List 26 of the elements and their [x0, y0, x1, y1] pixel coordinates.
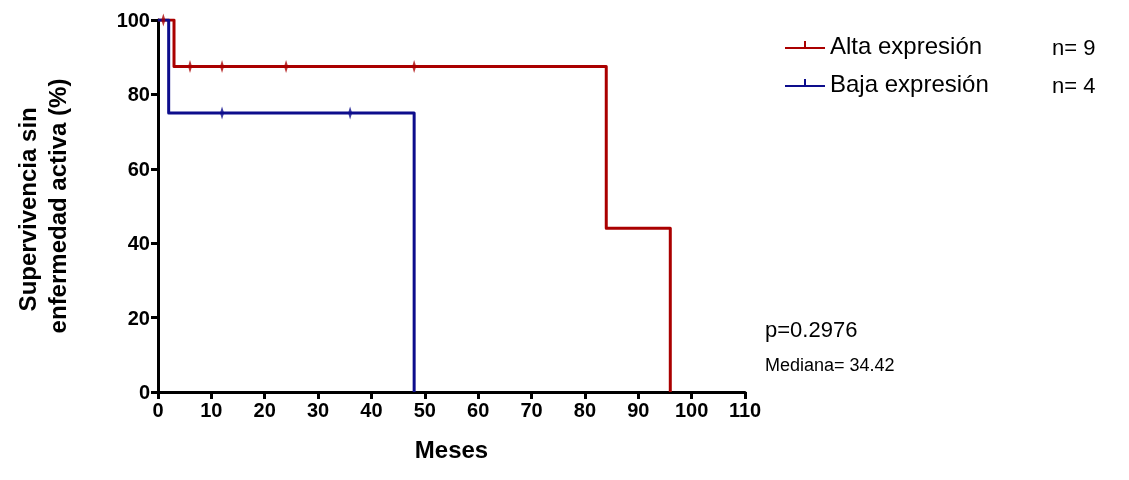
x-tick-label: 30	[306, 399, 330, 421]
x-tick-label: 60	[467, 399, 490, 421]
text: Mediana= 34.42	[765, 355, 895, 375]
text: n= 9	[1052, 34, 1096, 60]
legend-label: Alta expresión	[830, 31, 983, 59]
text: p=0.2976	[765, 316, 858, 342]
y-tick-label: 20	[127, 306, 150, 329]
x-tick-label: 0	[152, 399, 164, 421]
x-tick-label: 110	[728, 399, 762, 421]
x-tick-label: 40	[360, 399, 383, 421]
x-tick-label: 90	[627, 399, 650, 421]
y-tick-label: 100	[116, 9, 150, 31]
x-tick-label: 20	[253, 399, 276, 421]
legend-label: Baja expresión	[830, 69, 989, 97]
y-tick-label: 0	[138, 381, 150, 403]
y-axis-title: Supervivencia sin enfermedad activa (%)	[13, 78, 71, 334]
x-tick-label: 10	[200, 399, 223, 421]
x-tick-label: 70	[520, 399, 543, 421]
y-tick-label: 60	[127, 157, 150, 180]
x-tick-label: 80	[573, 399, 597, 421]
y-tick-label: 40	[127, 232, 150, 255]
text: n= 4	[1052, 72, 1096, 98]
x-tick-label: 50	[413, 399, 436, 421]
x-tick-label: 100	[674, 399, 709, 421]
y-tick-label: 80	[127, 83, 150, 106]
x-axis-title: Meses	[414, 435, 489, 463]
